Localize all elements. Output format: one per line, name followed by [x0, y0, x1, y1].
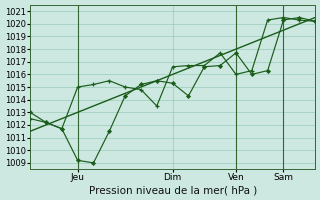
X-axis label: Pression niveau de la mer( hPa ): Pression niveau de la mer( hPa ) [89, 185, 257, 195]
